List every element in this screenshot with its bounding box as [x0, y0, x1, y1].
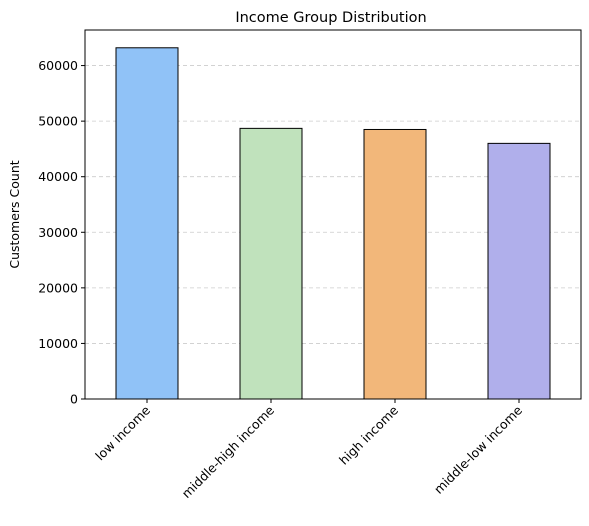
x-tick-label: middle-high income — [179, 402, 278, 501]
bar — [239, 127, 303, 400]
plot-frame — [84, 29, 582, 400]
x-tick-label: high income — [336, 402, 401, 467]
y-tick-label: 40000 — [38, 169, 78, 184]
y-tick-label: 50000 — [38, 114, 78, 129]
y-tick-label: 60000 — [38, 58, 78, 73]
y-tick-label: 0 — [70, 392, 78, 407]
bars — [115, 47, 551, 400]
x-axis: low income middle-high income high income m… — [92, 399, 525, 501]
bar — [363, 128, 427, 400]
x-tick-label: low income — [92, 402, 153, 463]
y-tick-label: 20000 — [38, 280, 78, 295]
y-axis: 0 10000 20000 30000 40000 50000 60000 — [38, 58, 85, 407]
x-tick-label: middle-low income — [431, 402, 525, 496]
bar — [115, 47, 179, 400]
y-tick-label: 30000 — [38, 225, 78, 240]
chart-title: Income Group Distribution — [235, 10, 426, 26]
y-tick-label: 10000 — [38, 336, 78, 351]
y-axis-label: Customers Count — [7, 160, 22, 268]
bar — [487, 142, 551, 400]
